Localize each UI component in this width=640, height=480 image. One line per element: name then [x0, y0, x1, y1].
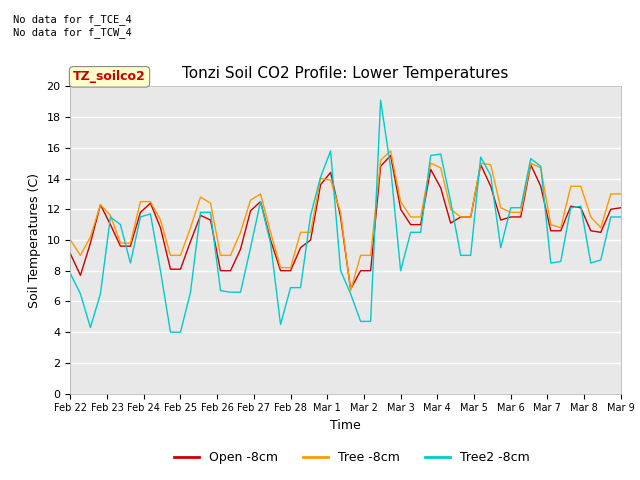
Tree -8cm	[67, 237, 74, 243]
Tree2 -8cm	[377, 97, 385, 103]
Line: Tree -8cm: Tree -8cm	[70, 151, 621, 291]
Tree2 -8cm	[507, 205, 515, 211]
Title: Tonzi Soil CO2 Profile: Lower Temperatures: Tonzi Soil CO2 Profile: Lower Temperatur…	[182, 66, 509, 81]
Open -8cm	[267, 237, 275, 243]
Tree2 -8cm	[427, 153, 435, 158]
Open -8cm	[617, 205, 625, 211]
Text: TZ_soilco2: TZ_soilco2	[73, 71, 146, 84]
Tree -8cm	[267, 229, 275, 235]
Tree -8cm	[447, 206, 454, 212]
Tree -8cm	[387, 148, 394, 154]
Open -8cm	[397, 206, 404, 212]
Tree2 -8cm	[77, 291, 84, 297]
Tree2 -8cm	[67, 271, 74, 276]
Open -8cm	[387, 153, 394, 158]
Open -8cm	[447, 220, 454, 226]
Tree2 -8cm	[617, 214, 625, 220]
Tree2 -8cm	[447, 199, 454, 204]
Tree -8cm	[507, 209, 515, 215]
Tree -8cm	[347, 288, 355, 294]
Tree2 -8cm	[397, 268, 404, 274]
Tree -8cm	[427, 160, 435, 166]
Line: Open -8cm: Open -8cm	[70, 156, 621, 289]
X-axis label: Time: Time	[330, 419, 361, 432]
Legend: Open -8cm, Tree -8cm, Tree2 -8cm: Open -8cm, Tree -8cm, Tree2 -8cm	[169, 446, 535, 469]
Tree2 -8cm	[276, 322, 284, 327]
Line: Tree2 -8cm: Tree2 -8cm	[70, 100, 621, 332]
Text: No data for f_TCE_4
No data for f_TCW_4: No data for f_TCE_4 No data for f_TCW_4	[13, 14, 132, 38]
Y-axis label: Soil Temperatures (C): Soil Temperatures (C)	[28, 172, 41, 308]
Open -8cm	[427, 167, 435, 172]
Open -8cm	[67, 251, 74, 257]
Open -8cm	[77, 273, 84, 278]
Open -8cm	[507, 214, 515, 220]
Tree -8cm	[397, 199, 404, 204]
Open -8cm	[347, 286, 355, 292]
Tree -8cm	[77, 252, 84, 258]
Tree -8cm	[617, 191, 625, 197]
Tree2 -8cm	[166, 329, 174, 335]
